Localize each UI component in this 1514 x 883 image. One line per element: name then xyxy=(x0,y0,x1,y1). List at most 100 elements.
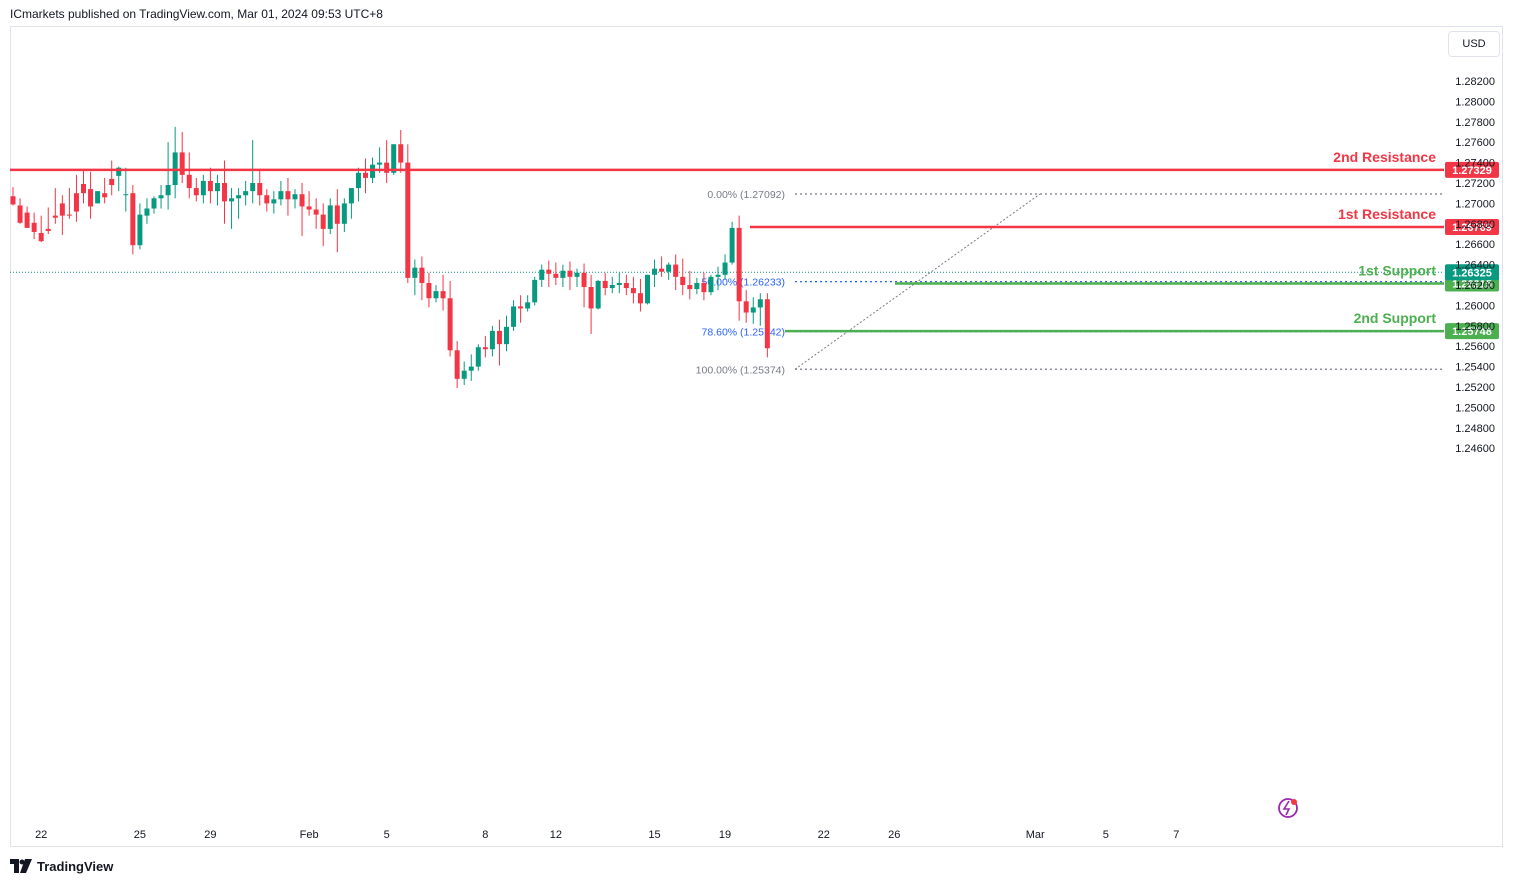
candle-body xyxy=(165,185,171,196)
candle-body xyxy=(757,299,763,308)
y-tick-label: 1.25000 xyxy=(1455,402,1495,414)
candle-body xyxy=(222,183,227,202)
candle-body xyxy=(496,330,502,345)
chart-frame xyxy=(10,26,1503,847)
candle-body xyxy=(553,273,559,278)
y-tick-label: 1.26800 xyxy=(1455,219,1495,231)
candle-body xyxy=(95,191,101,204)
candle-body xyxy=(116,167,122,176)
y-tick-label: 1.26000 xyxy=(1455,300,1495,312)
candle-body xyxy=(433,291,439,299)
candle-body xyxy=(468,366,474,371)
candle-body xyxy=(708,276,714,293)
x-tick-label: 29 xyxy=(204,829,216,841)
level-label: 2nd Resistance xyxy=(1333,149,1436,165)
candle-body xyxy=(673,264,679,277)
candle-body xyxy=(81,184,86,194)
tradingview-logo-icon xyxy=(10,859,32,873)
candle-body xyxy=(31,222,37,232)
candle-body xyxy=(391,144,397,173)
level-price-tag-text: 1.26215 xyxy=(1452,278,1492,290)
candle-body xyxy=(24,212,30,228)
candle-body xyxy=(144,208,150,216)
candle-body xyxy=(454,350,460,379)
x-tick-label: 22 xyxy=(818,829,830,841)
candle-body xyxy=(193,188,199,196)
candle-body xyxy=(447,298,453,351)
candle-body xyxy=(348,188,354,204)
candle-body xyxy=(158,195,164,199)
y-tick-label: 1.27600 xyxy=(1455,137,1495,149)
x-tick-label: 5 xyxy=(384,829,390,841)
tradingview-logo[interactable]: TradingView xyxy=(10,857,113,875)
y-tick-label: 1.28000 xyxy=(1455,96,1495,108)
time-axis: 22 25 29 Feb 5 8 12 15 19 22 26 Mar 5 7 xyxy=(35,829,1179,841)
y-tick-label: 1.26200 xyxy=(1455,280,1495,292)
candle-body xyxy=(299,194,305,207)
candle-body xyxy=(645,274,650,304)
x-tick-label: Feb xyxy=(300,829,319,841)
level-label: 1st Support xyxy=(1358,262,1436,278)
candle-body xyxy=(243,191,249,196)
candle-body xyxy=(17,205,23,223)
candle-body xyxy=(489,330,495,350)
candle-body xyxy=(207,180,213,192)
x-tick-label: 25 xyxy=(134,829,146,841)
candle-body xyxy=(214,183,220,192)
candle-body xyxy=(250,183,256,192)
candle-body xyxy=(102,193,108,198)
candle-body xyxy=(546,269,552,274)
x-tick-label: Mar xyxy=(1026,829,1045,841)
currency-button[interactable]: USD xyxy=(1448,31,1500,57)
candle-body xyxy=(278,191,284,200)
candle-body xyxy=(581,272,587,288)
current-price-tag xyxy=(1445,264,1499,281)
candle-body xyxy=(320,214,326,229)
candle-body xyxy=(271,199,277,204)
candle-body xyxy=(659,268,665,272)
candle-body xyxy=(532,279,538,303)
y-tick-label: 1.28200 xyxy=(1455,76,1495,88)
candle-body xyxy=(666,264,672,272)
y-tick-label: 1.25800 xyxy=(1455,321,1495,333)
candle-body xyxy=(377,162,383,165)
candle-body xyxy=(595,280,601,309)
candle-body xyxy=(66,214,72,216)
candle-body xyxy=(602,280,608,289)
candle-body xyxy=(327,205,333,229)
support-resistance-levels: 2nd Resistance 1.27329 1st Resistance 1.267… xyxy=(10,149,1499,340)
candle-body xyxy=(52,215,58,218)
candle-body xyxy=(88,189,94,207)
candle-body xyxy=(405,162,411,278)
candle-body xyxy=(151,198,157,209)
candle-body xyxy=(264,195,270,204)
current-price-tag-text: 1.26325 xyxy=(1452,267,1492,279)
candle-body xyxy=(426,282,432,299)
candle-body xyxy=(306,206,312,210)
candle-body xyxy=(560,270,566,278)
level-price-tag xyxy=(1445,218,1499,235)
candle-body xyxy=(680,276,686,285)
candle-body xyxy=(525,302,531,309)
candle-body xyxy=(630,288,636,294)
candle-body xyxy=(736,227,742,302)
fib-level-label: 0.00% (1.27092) xyxy=(707,189,785,201)
candle-body xyxy=(504,326,509,345)
y-tick-label: 1.24800 xyxy=(1455,423,1495,435)
x-tick-label: 15 xyxy=(648,829,660,841)
y-tick-label: 1.26400 xyxy=(1455,260,1495,272)
tradingview-logo-text: TradingView xyxy=(37,858,114,874)
candle-body xyxy=(384,162,390,173)
level-price-tag-text: 1.27329 xyxy=(1452,165,1492,177)
y-tick-label: 1.27800 xyxy=(1455,117,1495,129)
candle-body xyxy=(123,194,129,196)
level-label: 2nd Support xyxy=(1354,310,1437,326)
candle-body xyxy=(729,227,735,263)
candle-body xyxy=(652,268,658,275)
candle-body xyxy=(475,347,481,367)
candle-body xyxy=(179,152,185,175)
alert-icon[interactable] xyxy=(1278,798,1298,818)
candle-body xyxy=(355,172,361,189)
candlesticks xyxy=(10,126,770,389)
